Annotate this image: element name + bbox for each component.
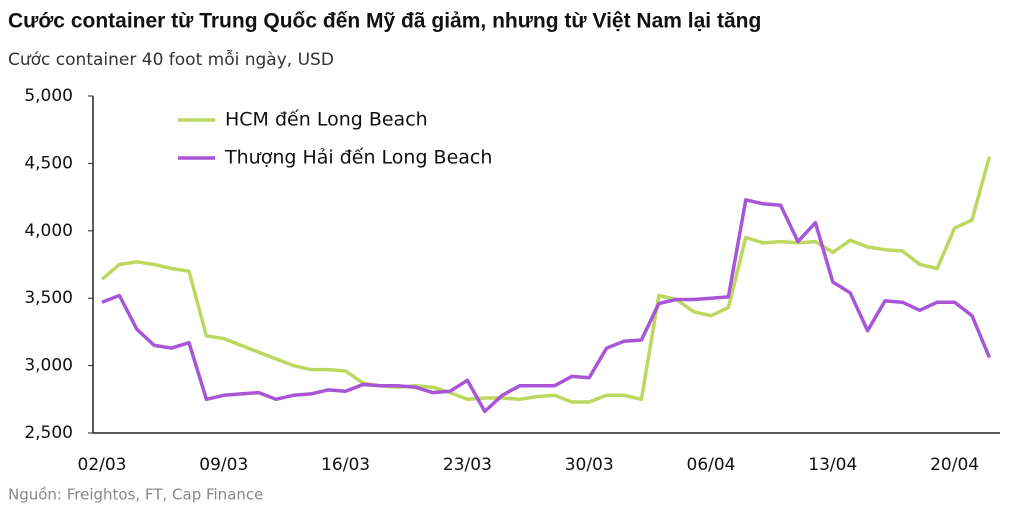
y-tick-label: 4,500 xyxy=(24,153,73,173)
y-tick-label: 5,000 xyxy=(24,86,73,106)
y-tick-label: 3,500 xyxy=(24,288,73,308)
source-note: Nguồn: Freightos, FT, Cap Finance xyxy=(8,486,263,504)
x-tick-label: 09/03 xyxy=(199,455,248,475)
y-tick-label: 3,000 xyxy=(24,356,73,376)
x-tick-label: 23/03 xyxy=(443,455,492,475)
line-series xyxy=(101,198,992,414)
y-tick-label: 2,500 xyxy=(24,423,73,443)
x-tick-label: 20/04 xyxy=(930,455,979,475)
line-series xyxy=(100,156,992,404)
x-tick-label: 16/03 xyxy=(321,455,370,475)
x-tick-label: 30/03 xyxy=(565,455,614,475)
chart-title: Cước container từ Trung Quốc đến Mỹ đã g… xyxy=(8,10,761,33)
legend-label: HCM đến Long Beach xyxy=(225,109,428,131)
chart-subtitle: Cước container 40 foot mỗi ngày, USD xyxy=(8,49,334,70)
x-tick-label: 06/04 xyxy=(687,455,736,475)
x-tick-label: 13/04 xyxy=(808,455,857,475)
legend-label: Thượng Hải đến Long Beach xyxy=(224,147,492,169)
x-tick-label: 02/03 xyxy=(78,455,127,475)
y-tick-label: 4,000 xyxy=(24,221,73,241)
